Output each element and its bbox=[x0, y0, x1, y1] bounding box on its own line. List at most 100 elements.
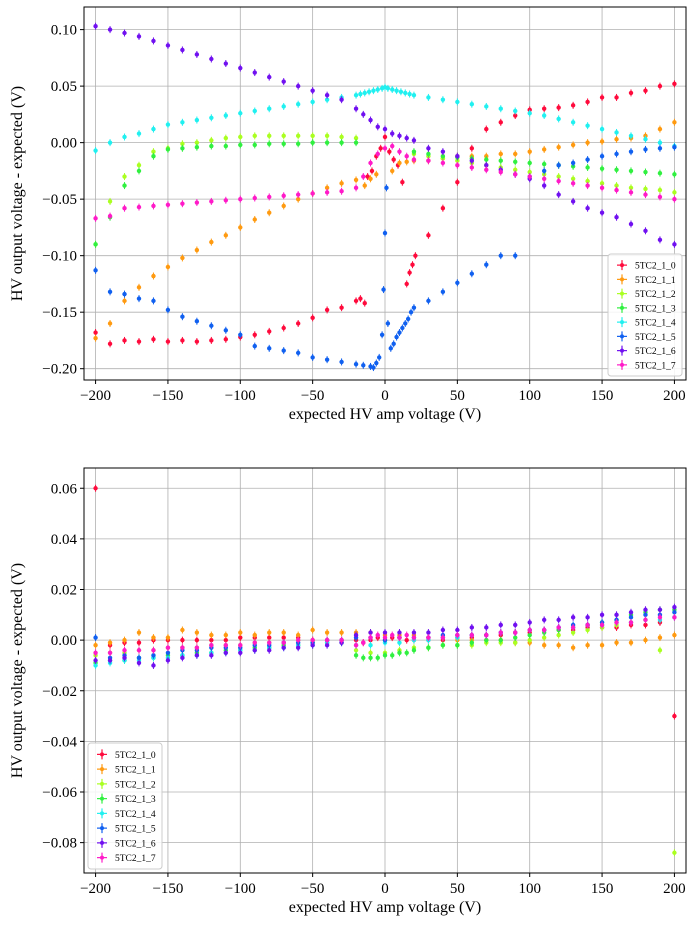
y-tick-label: −0.15 bbox=[42, 305, 77, 321]
data-point bbox=[527, 148, 532, 156]
data-point bbox=[324, 188, 330, 196]
data-point bbox=[570, 197, 576, 205]
data-point bbox=[339, 358, 344, 366]
x-tick-label: 100 bbox=[518, 388, 541, 404]
data-point bbox=[556, 623, 561, 631]
data-point bbox=[585, 204, 590, 212]
data-point bbox=[426, 93, 431, 101]
data-point bbox=[426, 231, 431, 239]
data-point bbox=[585, 641, 590, 649]
data-point bbox=[527, 626, 532, 634]
data-point bbox=[122, 336, 127, 344]
data-point bbox=[194, 651, 200, 659]
data-point bbox=[180, 46, 185, 54]
data-point bbox=[382, 133, 388, 141]
data-point bbox=[614, 639, 619, 647]
data-point bbox=[541, 160, 547, 168]
data-point bbox=[440, 159, 446, 167]
data-point bbox=[599, 209, 605, 217]
data-point bbox=[397, 132, 402, 140]
data-point bbox=[362, 182, 367, 190]
x-tick-label: −150 bbox=[152, 388, 183, 404]
data-point bbox=[353, 360, 359, 368]
data-point bbox=[411, 91, 417, 99]
data-point bbox=[252, 107, 257, 115]
data-point bbox=[353, 651, 359, 659]
y-tick-label: −0.06 bbox=[42, 785, 77, 801]
data-point bbox=[209, 238, 214, 246]
data-point bbox=[93, 214, 98, 222]
data-point bbox=[614, 135, 619, 143]
data-point bbox=[585, 164, 590, 172]
data-point bbox=[498, 157, 503, 165]
data-point bbox=[136, 639, 142, 647]
data-point bbox=[400, 324, 405, 332]
data-point bbox=[527, 159, 532, 167]
data-point bbox=[238, 223, 243, 231]
series-5TC2_1_6 bbox=[93, 22, 677, 248]
data-point bbox=[657, 169, 663, 177]
data-point bbox=[375, 631, 380, 639]
data-point bbox=[324, 306, 330, 314]
data-point bbox=[310, 314, 315, 322]
data-point bbox=[657, 82, 663, 90]
data-point bbox=[375, 654, 380, 662]
data-point bbox=[498, 629, 503, 637]
data-point bbox=[657, 606, 663, 614]
legend-label: 5TC2_1_7 bbox=[115, 854, 156, 864]
data-point bbox=[281, 78, 286, 86]
data-point bbox=[209, 55, 214, 63]
data-point bbox=[484, 623, 489, 631]
data-point bbox=[310, 132, 315, 140]
data-point bbox=[379, 331, 385, 339]
legend-item: 5TC2_1_1 bbox=[617, 274, 676, 286]
data-point bbox=[469, 157, 475, 165]
data-point bbox=[281, 639, 286, 647]
data-point bbox=[281, 140, 286, 148]
legend-box bbox=[87, 742, 163, 870]
data-point bbox=[599, 138, 605, 146]
data-point bbox=[556, 104, 561, 112]
data-point bbox=[223, 649, 229, 657]
data-point bbox=[455, 152, 460, 160]
x-axis-label: expected HV amp voltage (V) bbox=[289, 899, 482, 916]
data-point bbox=[382, 125, 388, 133]
x-tick-label: 150 bbox=[591, 881, 614, 897]
data-point bbox=[180, 636, 185, 644]
data-point bbox=[194, 246, 200, 254]
x-tick-label: −100 bbox=[225, 881, 256, 897]
data-point bbox=[672, 849, 677, 857]
data-point bbox=[374, 359, 379, 367]
data-point bbox=[628, 167, 634, 175]
data-point bbox=[455, 279, 460, 287]
data-point bbox=[267, 629, 272, 637]
data-point bbox=[570, 118, 576, 126]
data-point bbox=[556, 143, 561, 151]
legend-label: 5TC2_1_5 bbox=[115, 825, 156, 835]
data-point bbox=[353, 105, 359, 113]
data-point bbox=[107, 212, 113, 220]
data-point bbox=[122, 636, 127, 644]
data-point bbox=[180, 118, 185, 126]
data-point bbox=[556, 115, 561, 123]
data-point bbox=[513, 621, 518, 629]
data-point bbox=[411, 634, 417, 642]
data-point bbox=[107, 340, 113, 348]
data-point bbox=[672, 80, 677, 88]
data-point bbox=[375, 86, 380, 94]
data-point bbox=[136, 338, 142, 346]
data-point bbox=[382, 634, 388, 642]
data-point bbox=[585, 98, 590, 106]
data-point bbox=[281, 347, 286, 355]
data-point bbox=[281, 132, 286, 140]
data-point bbox=[180, 254, 185, 262]
data-point bbox=[93, 641, 98, 649]
data-point bbox=[614, 618, 619, 626]
y-tick-label: −0.02 bbox=[42, 684, 77, 700]
data-point bbox=[643, 616, 648, 624]
data-point bbox=[136, 130, 142, 138]
data-point bbox=[411, 156, 417, 164]
data-point bbox=[209, 641, 214, 649]
data-point bbox=[136, 283, 142, 291]
y-tick-label: 0.05 bbox=[51, 79, 77, 95]
